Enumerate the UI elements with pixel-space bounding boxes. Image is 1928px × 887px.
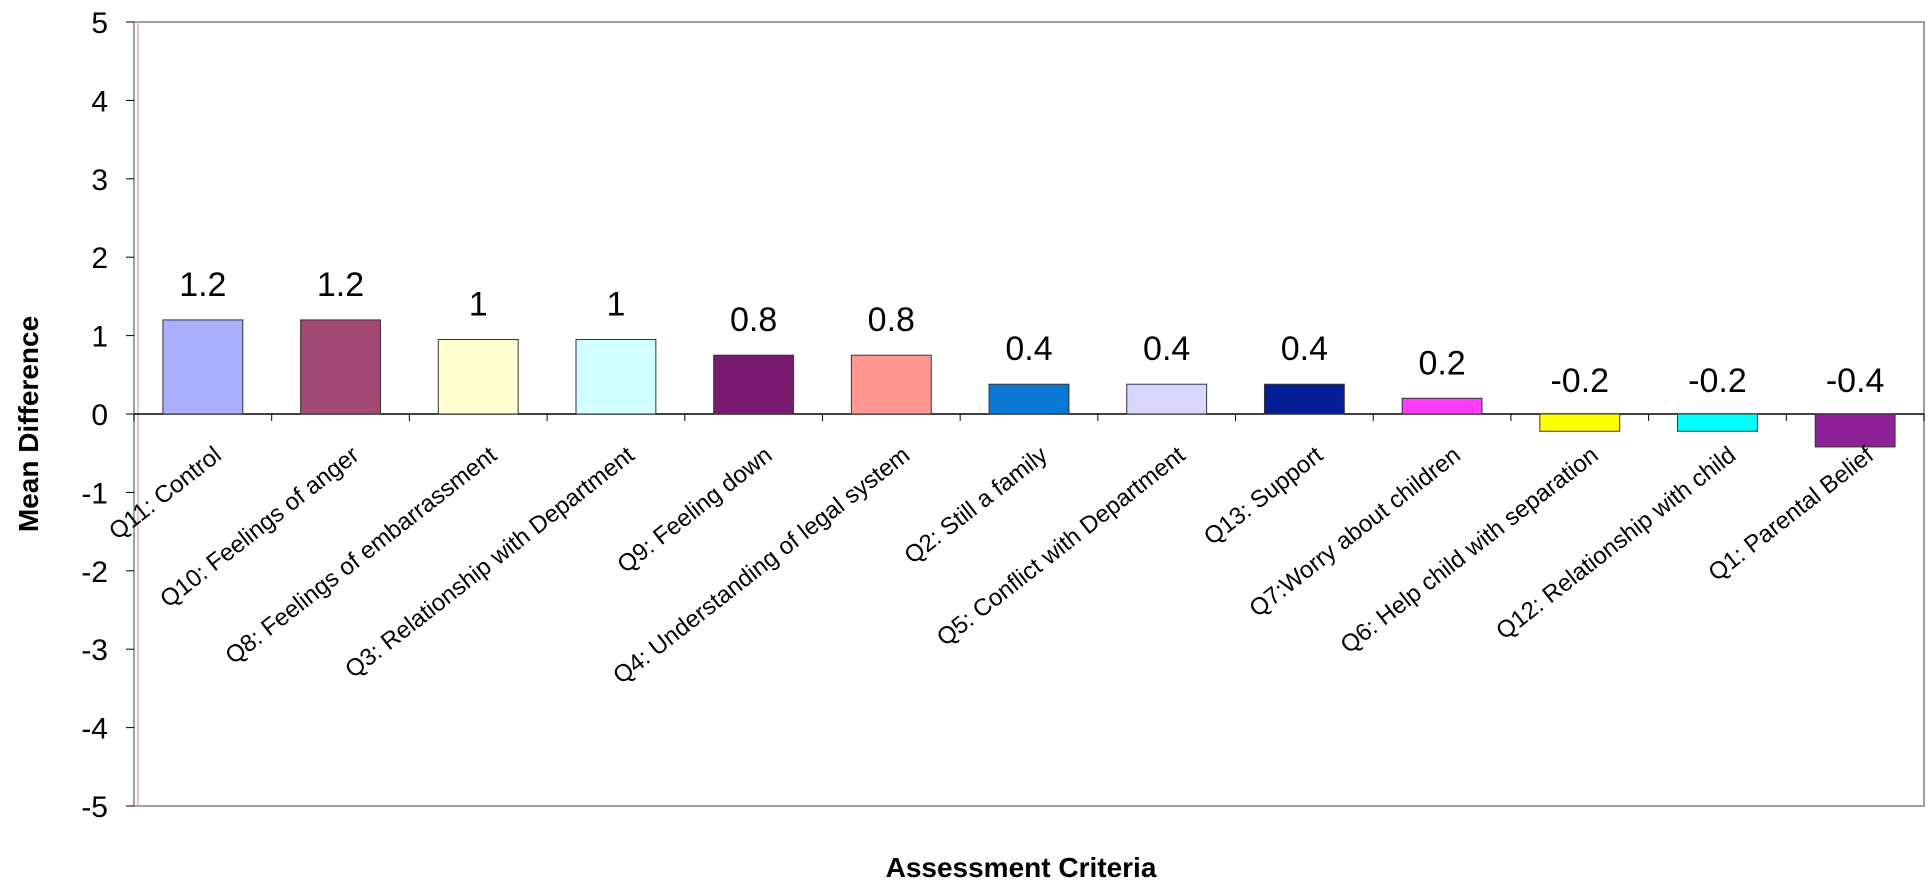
bar (1539, 413, 1621, 432)
bar (300, 319, 381, 415)
bar (1401, 397, 1483, 415)
data-label: 1 (606, 286, 625, 324)
y-tick-label: -2 (81, 556, 108, 589)
bar (988, 383, 1070, 415)
data-labels: 1.2 1.2 1 1 0.8 0.8 0.4 0.4 0.4 0.2 -0.2 -0.2 -0.4 (179, 266, 1884, 400)
y-axis-title: Mean Difference (13, 316, 44, 532)
y-tick-label: 0 (91, 399, 108, 432)
y-tick-label: -5 (81, 791, 108, 824)
data-label: -0.2 (1688, 362, 1747, 400)
data-label: 0.4 (1143, 330, 1190, 368)
data-label: 1.2 (317, 266, 364, 304)
bar-series (162, 319, 1896, 448)
data-label: -0.2 (1550, 362, 1609, 400)
bar (1263, 383, 1345, 415)
data-label: 1 (469, 286, 488, 324)
bar (1126, 383, 1208, 415)
data-label: 0.4 (1281, 330, 1328, 368)
y-tick-label: 2 (91, 242, 108, 275)
y-tick-label: 4 (91, 85, 108, 118)
y-axis: 5 4 3 2 1 0 -1 -2 -3 -4 -5 (81, 7, 134, 824)
data-label: 1.2 (179, 266, 226, 304)
bar (162, 319, 244, 415)
data-label: 0.8 (868, 301, 915, 339)
bar (1814, 413, 1896, 448)
y-tick-label: -3 (81, 634, 108, 667)
data-label: 0.8 (730, 301, 777, 339)
x-axis-title: Assessment Criteria (886, 852, 1157, 883)
y-tick-label: 3 (91, 164, 108, 197)
data-label: 0.4 (1005, 330, 1052, 368)
bar (437, 339, 519, 415)
y-tick-label: 1 (91, 321, 108, 354)
data-label: 0.2 (1418, 344, 1465, 382)
y-tick-label: 5 (91, 7, 108, 40)
data-label: -0.4 (1826, 362, 1885, 400)
bar (713, 354, 795, 415)
y-tick-label: -4 (81, 713, 108, 746)
bar (575, 339, 657, 415)
bar (1677, 413, 1758, 432)
y-tick-label: -1 (81, 477, 108, 510)
bar (850, 354, 932, 415)
